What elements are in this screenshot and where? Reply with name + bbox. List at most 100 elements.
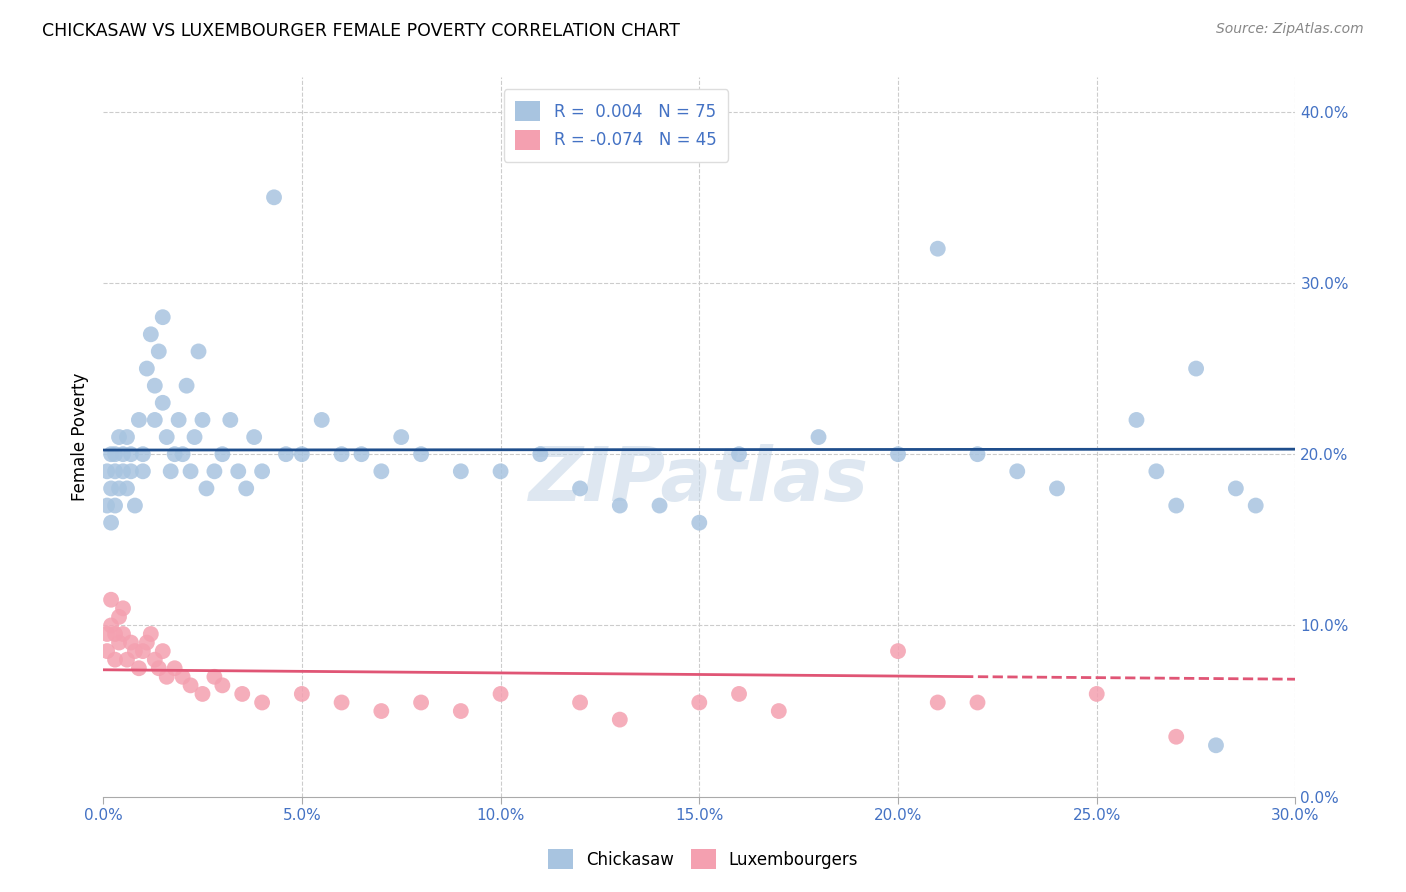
Point bbox=[104, 653, 127, 667]
Point bbox=[159, 464, 181, 478]
Point bbox=[183, 430, 205, 444]
Point bbox=[143, 378, 166, 392]
Point bbox=[450, 704, 472, 718]
Point bbox=[139, 627, 162, 641]
Point bbox=[409, 447, 432, 461]
Point bbox=[152, 310, 174, 325]
Point bbox=[1125, 413, 1147, 427]
Point bbox=[609, 713, 631, 727]
Point bbox=[807, 430, 830, 444]
Point bbox=[688, 696, 710, 710]
Point bbox=[143, 653, 166, 667]
Point bbox=[263, 190, 285, 204]
Point bbox=[100, 516, 122, 530]
Point bbox=[311, 413, 333, 427]
Point bbox=[291, 447, 314, 461]
Point bbox=[211, 678, 233, 692]
Text: Source: ZipAtlas.com: Source: ZipAtlas.com bbox=[1216, 22, 1364, 37]
Point bbox=[350, 447, 373, 461]
Point bbox=[728, 447, 751, 461]
Point bbox=[128, 661, 150, 675]
Point bbox=[529, 447, 551, 461]
Point bbox=[163, 447, 186, 461]
Point bbox=[609, 499, 631, 513]
Point bbox=[191, 413, 214, 427]
Point bbox=[688, 516, 710, 530]
Point bbox=[132, 644, 155, 658]
Point bbox=[202, 464, 225, 478]
Point bbox=[211, 447, 233, 461]
Point bbox=[96, 644, 118, 658]
Point bbox=[128, 413, 150, 427]
Point bbox=[148, 661, 170, 675]
Point bbox=[966, 696, 988, 710]
Point bbox=[104, 499, 127, 513]
Point bbox=[966, 447, 988, 461]
Point bbox=[108, 635, 131, 649]
Point bbox=[124, 499, 146, 513]
Point bbox=[111, 447, 134, 461]
Point bbox=[274, 447, 297, 461]
Point bbox=[370, 464, 392, 478]
Point bbox=[450, 464, 472, 478]
Text: ZIPatlas: ZIPatlas bbox=[529, 443, 869, 516]
Point bbox=[887, 447, 910, 461]
Point bbox=[111, 601, 134, 615]
Point bbox=[135, 361, 157, 376]
Point bbox=[226, 464, 249, 478]
Point bbox=[569, 482, 592, 496]
Point bbox=[176, 378, 198, 392]
Point bbox=[1144, 464, 1167, 478]
Point bbox=[569, 696, 592, 710]
Point bbox=[172, 670, 194, 684]
Point bbox=[108, 610, 131, 624]
Point bbox=[250, 464, 273, 478]
Point bbox=[111, 464, 134, 478]
Point bbox=[291, 687, 314, 701]
Point bbox=[1244, 499, 1267, 513]
Point bbox=[1166, 499, 1188, 513]
Point bbox=[152, 644, 174, 658]
Point bbox=[115, 430, 138, 444]
Point bbox=[120, 464, 142, 478]
Point bbox=[111, 627, 134, 641]
Point bbox=[489, 687, 512, 701]
Point bbox=[100, 482, 122, 496]
Point bbox=[108, 430, 131, 444]
Point bbox=[104, 627, 127, 641]
Point bbox=[243, 430, 266, 444]
Point bbox=[489, 464, 512, 478]
Point bbox=[96, 499, 118, 513]
Point bbox=[1085, 687, 1108, 701]
Point bbox=[152, 396, 174, 410]
Point bbox=[1046, 482, 1069, 496]
Point bbox=[163, 661, 186, 675]
Point bbox=[202, 670, 225, 684]
Point bbox=[648, 499, 671, 513]
Legend: R =  0.004   N = 75, R = -0.074   N = 45: R = 0.004 N = 75, R = -0.074 N = 45 bbox=[503, 89, 728, 161]
Point bbox=[330, 447, 353, 461]
Point bbox=[389, 430, 412, 444]
Point bbox=[96, 627, 118, 641]
Point bbox=[156, 670, 179, 684]
Legend: Chickasaw, Luxembourgers: Chickasaw, Luxembourgers bbox=[537, 838, 869, 880]
Point bbox=[231, 687, 253, 701]
Point bbox=[120, 635, 142, 649]
Point bbox=[1205, 739, 1227, 753]
Point bbox=[120, 447, 142, 461]
Point bbox=[96, 464, 118, 478]
Point bbox=[1166, 730, 1188, 744]
Point bbox=[139, 327, 162, 342]
Point bbox=[132, 464, 155, 478]
Point bbox=[409, 696, 432, 710]
Point bbox=[1007, 464, 1029, 478]
Point bbox=[104, 447, 127, 461]
Point bbox=[370, 704, 392, 718]
Point bbox=[167, 413, 190, 427]
Point bbox=[1185, 361, 1208, 376]
Y-axis label: Female Poverty: Female Poverty bbox=[72, 373, 89, 501]
Point bbox=[887, 644, 910, 658]
Point bbox=[927, 696, 949, 710]
Point bbox=[1225, 482, 1247, 496]
Point bbox=[235, 482, 257, 496]
